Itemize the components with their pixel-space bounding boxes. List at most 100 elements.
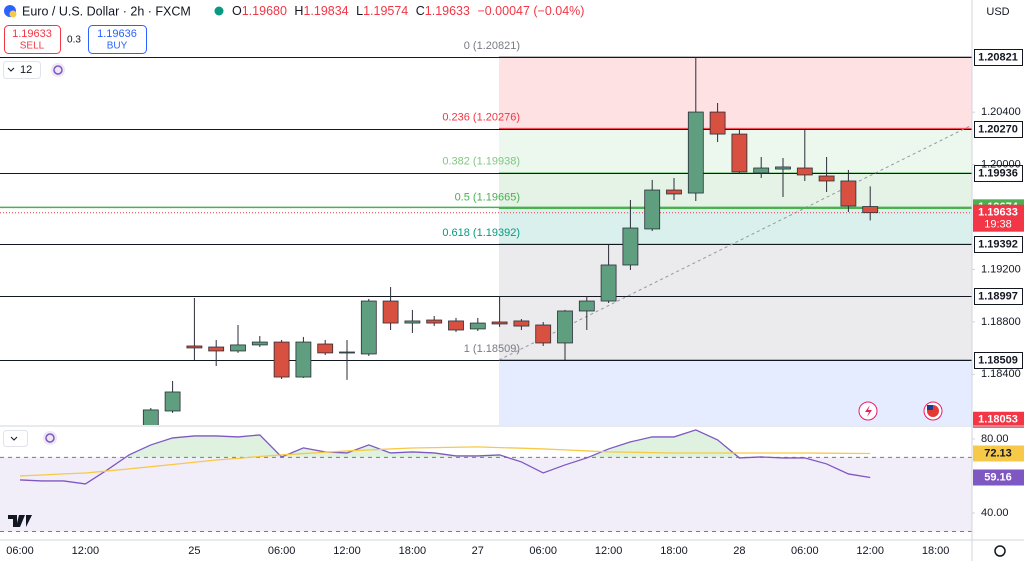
candle-body bbox=[535, 324, 552, 344]
y-tick-label: 1.19200 bbox=[981, 263, 1021, 275]
candle-body bbox=[186, 345, 203, 349]
reload-icon bbox=[45, 433, 55, 443]
buy-price: 1.19636 bbox=[97, 28, 137, 40]
candle-body bbox=[491, 321, 508, 325]
y-tick-label: 1.18800 bbox=[981, 316, 1021, 328]
currency[interactable]: USD bbox=[986, 6, 1009, 18]
settings-icon[interactable] bbox=[994, 545, 1006, 557]
candle-body bbox=[164, 391, 181, 412]
x-tick-label: 18:00 bbox=[399, 545, 427, 557]
candle-body bbox=[666, 189, 682, 195]
candle-body bbox=[448, 320, 464, 331]
price-label: 1.19936 bbox=[978, 167, 1018, 179]
candle-body bbox=[273, 341, 290, 378]
candle-body bbox=[687, 111, 704, 194]
price-label-box bbox=[974, 236, 1023, 253]
fib-label: 0 (1.20821) bbox=[464, 40, 520, 52]
x-tick-label: 12:00 bbox=[333, 545, 361, 557]
value-marker: 59.16 bbox=[984, 471, 1012, 483]
rsi-pane bbox=[0, 429, 972, 532]
indicators-toggle[interactable] bbox=[3, 61, 41, 79]
buy-button[interactable] bbox=[88, 25, 147, 54]
ohlc-value: 1.19680 bbox=[242, 4, 287, 18]
sell-button[interactable] bbox=[4, 25, 61, 54]
reload-icon[interactable] bbox=[43, 431, 57, 445]
price-label: 1.19392 bbox=[978, 238, 1018, 250]
ohlc: O1.19680 H1.19834 L1.19574 C1.19633 −0.0… bbox=[232, 4, 584, 18]
candle-body bbox=[339, 351, 355, 354]
y-tick-label: 1.18400 bbox=[981, 368, 1021, 380]
candle-body bbox=[295, 341, 312, 378]
candle-body bbox=[600, 264, 617, 302]
x-tick-label: 12:00 bbox=[72, 545, 100, 557]
ohlc-value: 1.19633 bbox=[425, 4, 470, 18]
price-label-box bbox=[974, 121, 1023, 138]
ohlc-label: H bbox=[294, 4, 303, 18]
ohlc-value: 1.19834 bbox=[303, 4, 348, 18]
spread: 0.3 bbox=[67, 35, 81, 46]
overlay: 1.20821 1.20270 1.19936 1.19392 1.18997 1.185… bbox=[973, 49, 1024, 486]
overbought-fill bbox=[125, 429, 773, 458]
candle-body bbox=[862, 206, 879, 214]
x-tick-label: 06:00 bbox=[268, 545, 296, 557]
y-tick-label: 80.00 bbox=[981, 433, 1009, 445]
ohlc-label: O bbox=[232, 4, 242, 18]
rsi-band bbox=[0, 457, 972, 532]
price-label: 1.20821 bbox=[978, 51, 1018, 63]
candle-body bbox=[578, 300, 595, 312]
price-pane: 0 (1.20821) 0.236 (1.20276) 0.382 (1.19938… bbox=[0, 40, 972, 425]
y-tick-label: 1.20000 bbox=[981, 159, 1021, 171]
x-tick-label: 06:00 bbox=[791, 545, 819, 557]
y-tick-label: 40.00 bbox=[981, 507, 1009, 519]
symbol-title[interactable]: Euro / U.S. Dollar · 2h · FXCM bbox=[22, 4, 191, 18]
candle-body bbox=[513, 320, 530, 327]
candle-body bbox=[753, 167, 770, 174]
rsi-line bbox=[19, 446, 871, 477]
last-price: 1.19633 bbox=[978, 207, 1018, 219]
candle-body bbox=[404, 320, 421, 324]
reload-icon bbox=[53, 65, 63, 75]
indicator-count: 12 bbox=[20, 64, 32, 76]
candle-body bbox=[818, 175, 835, 182]
x-tick-label: 18:00 bbox=[922, 545, 950, 557]
ohlc-label: C bbox=[416, 4, 425, 18]
price-label-box bbox=[974, 352, 1023, 369]
ohlc-value: 1.19574 bbox=[363, 4, 408, 18]
value-marker-box bbox=[973, 469, 1024, 486]
fib-label: 0.382 (1.19938) bbox=[442, 156, 520, 168]
fib-label: 0.236 (1.20276) bbox=[442, 111, 520, 123]
candle-body bbox=[731, 133, 748, 173]
fib-band bbox=[499, 57, 972, 129]
candle-body bbox=[840, 180, 857, 207]
chevron bbox=[7, 67, 15, 72]
fib-band bbox=[499, 172, 972, 209]
rsi-line bbox=[19, 429, 871, 485]
candle-body bbox=[142, 409, 159, 425]
reload-icon[interactable] bbox=[51, 63, 65, 77]
candle-body bbox=[426, 319, 443, 324]
x-tick-label: 18:00 bbox=[660, 545, 688, 557]
x-tick-label: 27 bbox=[472, 545, 484, 557]
value-marker-box bbox=[973, 445, 1024, 462]
price-label: 1.18997 bbox=[978, 290, 1018, 302]
x-tick-label: 28 bbox=[733, 545, 745, 557]
candle-body bbox=[382, 300, 399, 324]
last-price-box bbox=[973, 204, 1024, 232]
fib-label: 1 (1.18509) bbox=[464, 343, 520, 355]
sell-price: 1.19633 bbox=[12, 28, 52, 40]
candle-body bbox=[709, 111, 726, 135]
x-tick-label: 12:00 bbox=[595, 545, 623, 557]
change: −0.00047 (−0.04%) bbox=[477, 4, 584, 18]
logo[interactable] bbox=[8, 515, 32, 527]
price-label: 1.20270 bbox=[978, 123, 1018, 135]
price-label-box bbox=[974, 49, 1023, 66]
candle-body bbox=[469, 322, 486, 330]
price-marker: 1.18053 bbox=[978, 414, 1018, 426]
x-tick-label: 06:00 bbox=[529, 545, 557, 557]
sell-label: SELL bbox=[20, 41, 45, 52]
candle-body bbox=[317, 343, 334, 354]
symbol-icon bbox=[9, 10, 17, 18]
fib-label: 0.5 (1.19665) bbox=[455, 191, 520, 203]
